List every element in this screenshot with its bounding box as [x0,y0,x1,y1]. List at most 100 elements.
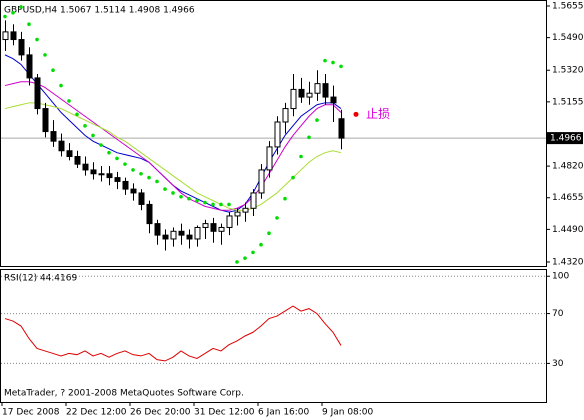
sar-dot [91,133,95,138]
sar-dot [211,202,215,207]
candle-body [234,211,241,217]
candle-body [202,223,209,228]
rsi-frame [0,269,547,403]
sar-dot [307,135,311,140]
sar-dot [67,99,71,103]
candle-body [290,88,297,110]
candle-body [162,234,169,240]
ma-line [4,102,342,211]
sar-dot [331,60,335,65]
y-tick-label: 1.4490 [552,225,584,235]
candle-body [82,163,89,171]
candle-body [122,180,129,190]
candle-body [258,169,265,194]
sar-dot [35,37,39,42]
sar-dot [27,22,31,27]
candle-body [282,108,289,123]
candle-body [322,83,329,98]
sar-dot [235,260,239,264]
rsi-title: RSI(12) 44.4169 [4,274,77,284]
annotation-text: 止损 [366,107,390,121]
sar-dot [83,124,87,128]
candle-body [130,188,137,194]
candle-body [218,226,225,232]
y-tick-label: 30 [552,359,564,369]
candle-body [138,192,145,205]
candle-body [266,146,273,171]
candle-body [114,177,121,182]
sar-dot [195,198,199,203]
sar-dot [187,196,191,201]
candle-body [146,203,153,225]
sar-dot [339,64,343,69]
candle-body [154,223,161,236]
candle-body [66,150,73,158]
x-tick-label: 17 Dec 2008 [2,408,60,418]
y-tick-label: 100 [552,272,569,282]
sar-dot [19,5,23,9]
y-tick-label: 1.4655 [552,193,584,203]
sar-dot [291,175,295,180]
sar-dot [59,83,63,88]
sar-dot [323,58,327,63]
chart-title: GBPUSD,H4 1.5067 1.5114 1.4908 1.4966 [4,6,195,16]
ma-line [4,81,342,211]
y-tick-label: 1.4320 [552,257,584,267]
candle-body [26,54,33,79]
candle-body [226,215,233,228]
candle-body [34,77,41,110]
candle-body [98,173,105,176]
sar-dot [99,143,103,147]
x-tick-label: 22 Dec 12:00 [66,408,127,418]
sar-dot [251,250,255,255]
candle-body [50,131,57,142]
main-frame [0,0,547,267]
sar-dot [315,118,319,122]
candle-body [106,173,113,179]
sar-dot [275,216,279,220]
candle-body [194,226,201,240]
x-tick-label: 9 Jan 08:00 [322,408,374,418]
sar-dot [51,68,55,73]
sar-dot [163,187,167,191]
annotation-dot [353,111,359,117]
candle-body [242,207,249,213]
candle-body [178,230,185,236]
candle-body [42,108,49,133]
last-price-box [547,132,583,145]
sar-dot [283,196,287,201]
sar-dot [123,162,127,166]
last-price-label: 1.4966 [550,134,582,144]
sar-dot [115,156,119,161]
sar-dot [171,191,175,195]
y-tick-label: 1.5155 [552,97,584,107]
y-tick-label: 1.4820 [552,162,584,172]
sar-dot [227,202,231,207]
x-tick-label: 31 Dec 12:00 [194,408,255,418]
sar-dot [147,175,151,180]
sar-dot [107,150,111,155]
sar-dot [179,194,183,199]
sar-dot [75,112,79,117]
sar-dot [11,10,15,15]
sar-dot [131,168,135,172]
candle-body [170,230,177,240]
y-tick-label: 1.5490 [552,33,584,43]
candle-body [330,96,337,104]
sar-dot [299,154,303,159]
candle-body [314,83,321,94]
candle-body [74,156,81,165]
sar-dot [267,231,271,236]
sar-dot [219,202,223,207]
sar-dot [203,200,207,205]
candle-body [186,234,193,240]
y-tick-label: 70 [552,309,564,319]
y-tick-label: 1.5655 [552,1,584,11]
sar-dot [3,14,7,19]
candle-body [338,118,345,139]
candle-body [250,192,257,209]
candle-body [2,31,9,41]
candle-body [210,223,217,232]
x-tick-label: 26 Dec 20:00 [130,408,191,418]
